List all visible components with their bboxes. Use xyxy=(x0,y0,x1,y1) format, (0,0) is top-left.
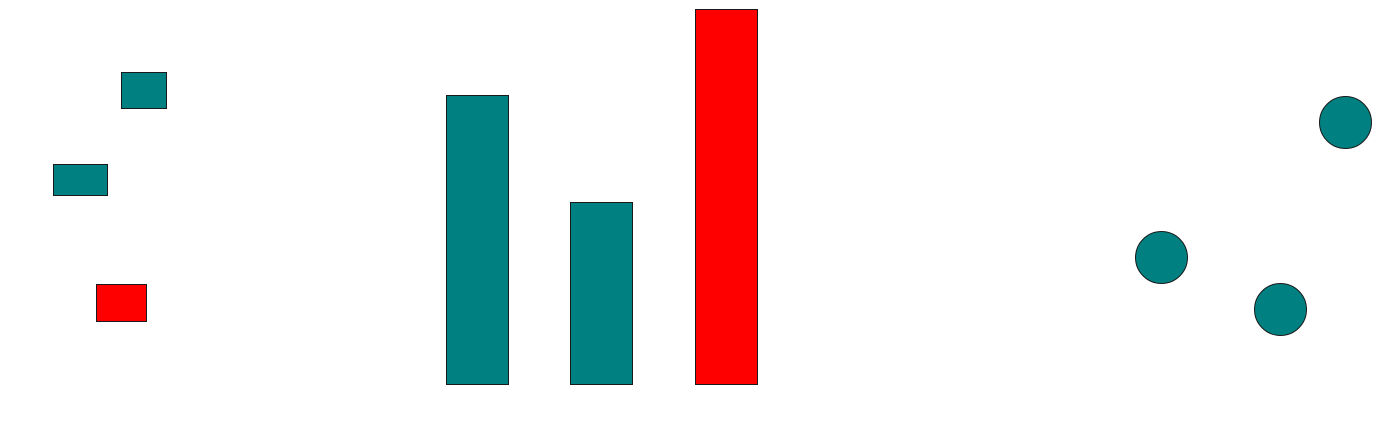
teal-circle xyxy=(1135,231,1188,284)
red-rectangle xyxy=(96,284,147,322)
teal-bar xyxy=(570,202,633,385)
teal-circle xyxy=(1319,96,1372,149)
teal-circle xyxy=(1254,283,1307,336)
red-bar xyxy=(695,9,758,385)
teal-bar xyxy=(446,95,509,385)
teal-rectangle xyxy=(121,72,167,109)
teal-rectangle xyxy=(53,164,108,196)
